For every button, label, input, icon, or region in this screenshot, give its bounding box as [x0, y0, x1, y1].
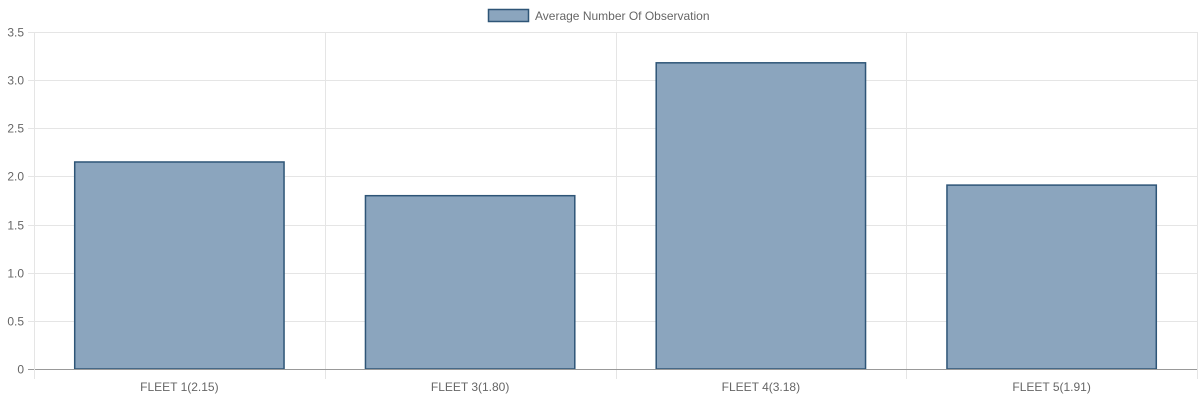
x-tick-label: FLEET 4(3.18) — [722, 380, 800, 394]
y-tick-label: 3.0 — [7, 74, 24, 88]
x-tick-label: FLEET 5(1.91) — [1012, 380, 1090, 394]
x-tick-label: FLEET 3(1.80) — [431, 380, 509, 394]
bar — [73, 161, 285, 370]
legend-label[interactable]: Average Number Of Observation — [535, 9, 710, 23]
y-tick-label: 3.5 — [7, 26, 24, 40]
y-tick-label: 2.0 — [7, 170, 24, 184]
axes: 0 0.5 1.0 1.5 2.0 2.5 3.0 3.5 FLEET 1(2.15) FLEET… — [7, 26, 1197, 394]
bar — [946, 184, 1158, 370]
legend-swatch[interactable] — [487, 8, 530, 23]
y-tick-label: 1.0 — [7, 267, 24, 281]
y-tick-label: 1.5 — [7, 219, 24, 233]
y-tick-label: 2.5 — [7, 122, 24, 136]
y-tick-label: 0.5 — [7, 315, 24, 329]
bar — [655, 62, 867, 370]
bars — [73, 62, 1158, 370]
bar — [364, 194, 576, 370]
legend[interactable]: Average Number Of Observation — [487, 8, 710, 23]
x-tick-label: FLEET 1(2.15) — [140, 380, 218, 394]
y-tick-label: 0 — [17, 363, 24, 377]
